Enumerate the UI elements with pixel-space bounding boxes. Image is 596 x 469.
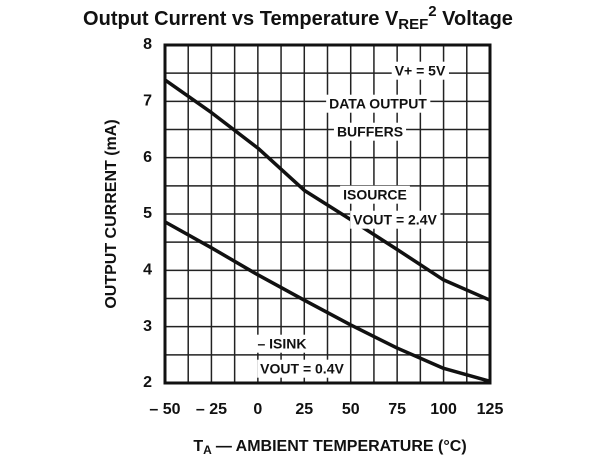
title-part: Voltage (437, 8, 513, 30)
annotation-bg (350, 210, 441, 229)
annotation-bg (257, 359, 348, 378)
y-tick-label: 5 (143, 205, 152, 222)
annotation-bg (333, 122, 407, 141)
y-axis-label: OUTPUT CURRENT (mA) (103, 119, 120, 308)
x-tick-label: 125 (477, 401, 504, 418)
x-axis-label: TA — AMBIENT TEMPERATURE (°C) (193, 438, 466, 457)
plot-frame (163, 43, 492, 385)
y-tick-label: 8 (143, 36, 152, 53)
data-line (164, 220, 491, 383)
x-tick-label: 0 (253, 401, 262, 418)
y-tick-label: 6 (143, 149, 152, 166)
annotation: V+ = 5V (395, 63, 446, 79)
x-label-sub: A (203, 443, 212, 457)
y-tick-label: 7 (143, 93, 152, 110)
x-label-part: — AMBIENT TEMPERATURE (°C) (216, 438, 467, 455)
annotation: VOUT = 2.4V (353, 212, 437, 228)
x-tick-label: 75 (388, 401, 406, 418)
chart-title: Output Current vs Temperature VREF2 Volt… (83, 3, 513, 33)
title-sup: 2 (428, 3, 436, 20)
x-tick-label: 50 (342, 401, 360, 418)
x-tick-label: – 25 (196, 401, 227, 418)
annotation: DATA OUTPUT (329, 96, 427, 112)
title-part: Output Current vs Temperature V (83, 8, 399, 30)
annotation-bg (340, 185, 410, 204)
annotation: – ISINK (257, 336, 306, 352)
data-line (163, 78, 491, 302)
y-tick-label: 3 (143, 318, 152, 335)
x-tick-label: 25 (295, 401, 313, 418)
annotation-bg (254, 334, 310, 353)
x-label-part: T (193, 438, 203, 455)
annotation-bg (391, 61, 449, 80)
x-tick-label: 100 (430, 401, 457, 418)
annotation: VOUT = 0.4V (260, 361, 344, 377)
title-sub: REF (398, 16, 428, 33)
annotation: ISOURCE (343, 187, 407, 203)
x-tick-label: – 50 (149, 401, 180, 418)
annotation: BUFFERS (337, 124, 403, 140)
y-tick-label: 4 (143, 262, 152, 279)
annotation-bg (326, 94, 431, 113)
y-tick-label: 2 (143, 374, 152, 391)
